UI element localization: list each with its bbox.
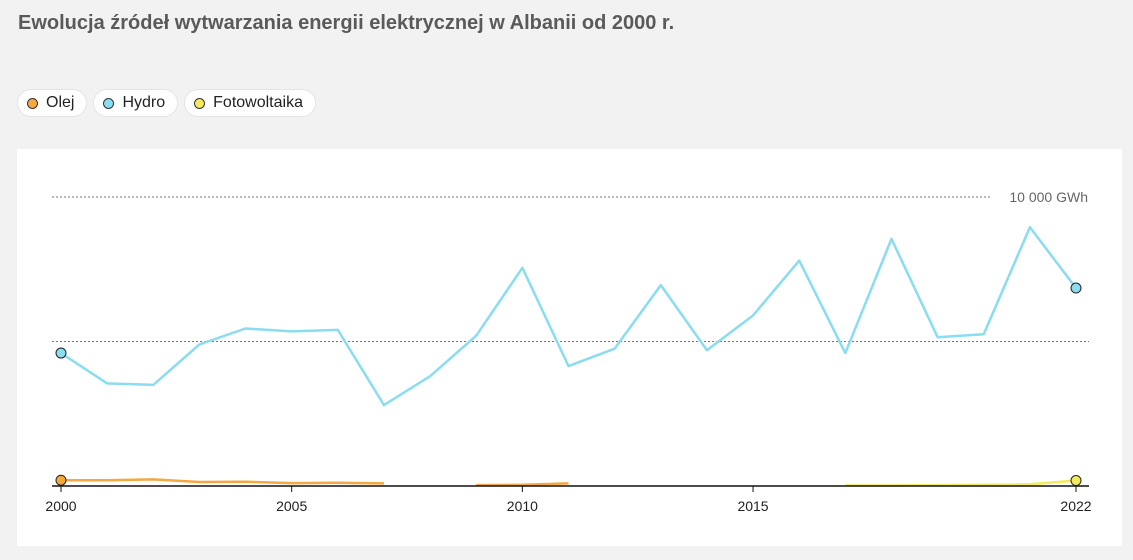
legend-label-hydro: Hydro bbox=[122, 94, 166, 111]
data-point-fotowoltaika bbox=[1070, 475, 1082, 487]
x-tick-label: 2005 bbox=[276, 498, 307, 514]
data-point-hydro bbox=[1070, 282, 1082, 294]
series-line-fotowoltaika bbox=[845, 479, 1077, 487]
legend-swatch-olej bbox=[27, 97, 38, 109]
legend-item-olej[interactable]: Olej bbox=[17, 89, 88, 117]
line-chart: 10 000 GWh 2000 2005 2010 2015 2022 bbox=[45, 189, 1091, 514]
x-tick-label: 2015 bbox=[737, 498, 768, 514]
chart-panel: 10 000 GWh 2000 2005 2010 2015 2022 bbox=[17, 149, 1122, 546]
y-tick-label: 10 000 GWh bbox=[1009, 189, 1088, 205]
legend-label-fotowoltaika: Fotowoltaika bbox=[213, 94, 303, 111]
series-line-olej bbox=[476, 482, 569, 487]
x-tick-label: 2000 bbox=[45, 498, 76, 514]
legend-swatch-hydro bbox=[103, 97, 115, 109]
data-point-hydro bbox=[55, 347, 67, 359]
x-tick-label: 2010 bbox=[507, 498, 538, 514]
legend-item-hydro[interactable]: Hydro bbox=[93, 89, 179, 117]
legend: Olej Hydro Fotowoltaika bbox=[17, 89, 316, 117]
x-tick-label: 2022 bbox=[1060, 498, 1091, 514]
data-point-olej bbox=[55, 474, 67, 486]
legend-label-olej: Olej bbox=[46, 94, 75, 111]
legend-swatch-fotowoltaika bbox=[194, 97, 206, 109]
chart-title: Ewolucja źródeł wytwarzania energii elek… bbox=[18, 12, 675, 34]
legend-item-fotowoltaika[interactable]: Fotowoltaika bbox=[184, 89, 316, 117]
series-line-hydro bbox=[60, 226, 1077, 407]
series-line-olej bbox=[61, 478, 385, 485]
